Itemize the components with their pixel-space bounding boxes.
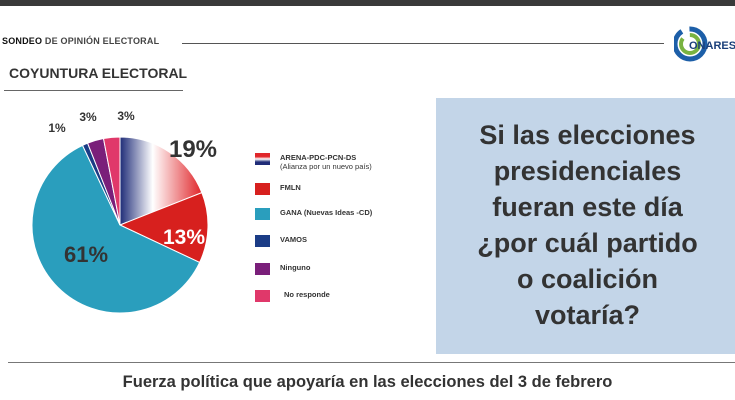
logo-text: ONARES	[689, 40, 735, 52]
question-line: votaría?	[534, 300, 641, 330]
pie-data-label: 13%	[163, 226, 205, 249]
conares-logo: ONARES	[674, 26, 735, 62]
legend-label: Ninguno	[280, 263, 311, 272]
legend-swatch	[255, 290, 270, 302]
legend-item: ARENA-PDC-PCN-DS (Alianza por un nuevo pa…	[255, 153, 372, 171]
question-line: ¿por cuál partido	[477, 228, 698, 258]
pie-data-label: 1%	[48, 121, 66, 135]
question-line: o coalición	[516, 264, 659, 294]
question-line: presidenciales	[493, 156, 682, 186]
legend-swatch	[255, 263, 270, 275]
pie-data-label: 19%	[169, 136, 217, 163]
legend-swatch	[255, 208, 270, 220]
survey-header-rest: DE OPINIÓN ELECTORAL	[42, 36, 160, 46]
pie-chart: 19% 13% 61% 1% 3% 3%	[31, 109, 217, 314]
top-bar	[0, 0, 735, 6]
survey-question: Si las elecciones presidenciales fueran …	[440, 117, 735, 333]
pie-slice-no	[102, 136, 121, 226]
legend-item: Ninguno	[255, 263, 310, 275]
pie-slice-gana	[31, 144, 201, 314]
legend-item: VAMOS	[255, 235, 307, 247]
legend-swatch	[255, 153, 270, 165]
section-title: COYUNTURA ELECTORAL	[9, 65, 188, 81]
legend-label: GANA (Nuevas Ideas -CD)	[280, 208, 373, 217]
section-underline	[4, 90, 183, 91]
pie-data-label: 61%	[64, 242, 108, 267]
header-divider	[182, 43, 664, 44]
legend-label: ARENA-PDC-PCN-DS (Alianza por un nuevo pa…	[280, 153, 372, 171]
footer-title: Fuerza política que apoyaría en las elec…	[122, 373, 613, 391]
legend-item: GANA (Nuevas Ideas -CD)	[255, 208, 372, 220]
question-line: fueran este día	[492, 192, 683, 222]
pie-data-label: 3%	[79, 110, 97, 124]
legend-label: No responde	[284, 290, 330, 299]
legend-swatch	[255, 183, 270, 195]
legend-item: No responde	[255, 290, 330, 302]
pie-slice-arena-pdc-pcn-ds	[119, 136, 203, 226]
question-line: Si las elecciones	[479, 120, 696, 150]
question-box	[436, 98, 735, 354]
survey-header: SONDEO DE OPINIÓN ELECTORAL	[2, 36, 159, 46]
legend-label: VAMOS	[280, 235, 307, 244]
legend-item: FMLN	[255, 183, 301, 195]
survey-header-strong: SONDEO	[2, 36, 43, 46]
legend-swatch	[255, 235, 270, 247]
legend-label: FMLN	[280, 183, 301, 192]
footer-divider	[8, 362, 735, 363]
pie-data-label: 3%	[117, 109, 135, 123]
pie-slice-fmln	[118, 191, 209, 264]
